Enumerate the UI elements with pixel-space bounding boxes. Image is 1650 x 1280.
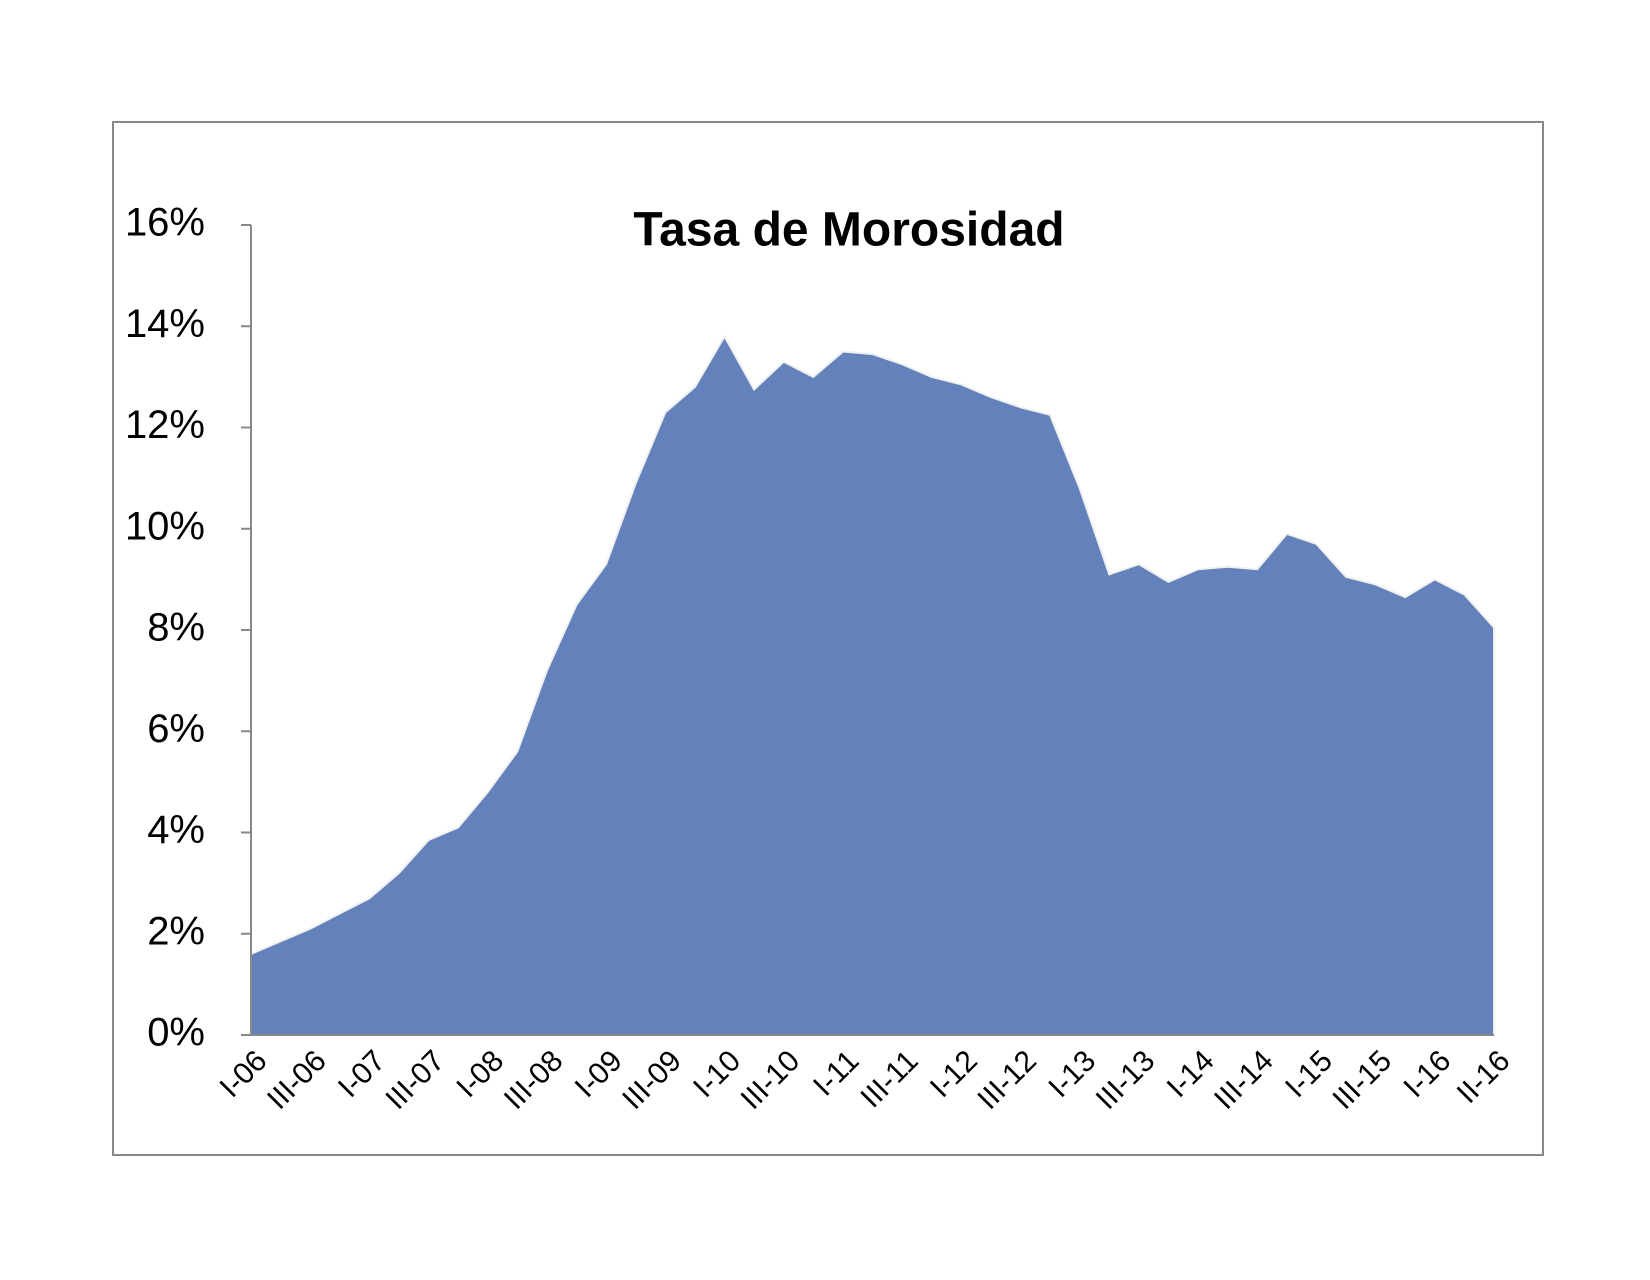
y-tick-label: 16% [125, 201, 205, 245]
y-tick-label: 6% [147, 707, 205, 751]
chart-title: Tasa de Morosidad [633, 204, 1064, 257]
y-tick-label: 2% [147, 909, 205, 953]
area [250, 334, 1495, 1036]
y-tick-label: 14% [125, 302, 205, 346]
y-tick-label: 4% [147, 808, 205, 852]
y-tick-label: 8% [147, 606, 205, 650]
y-tick-label: 10% [125, 504, 205, 548]
y-tick-label: 12% [125, 403, 205, 447]
y-tick-label: 0% [147, 1011, 205, 1055]
